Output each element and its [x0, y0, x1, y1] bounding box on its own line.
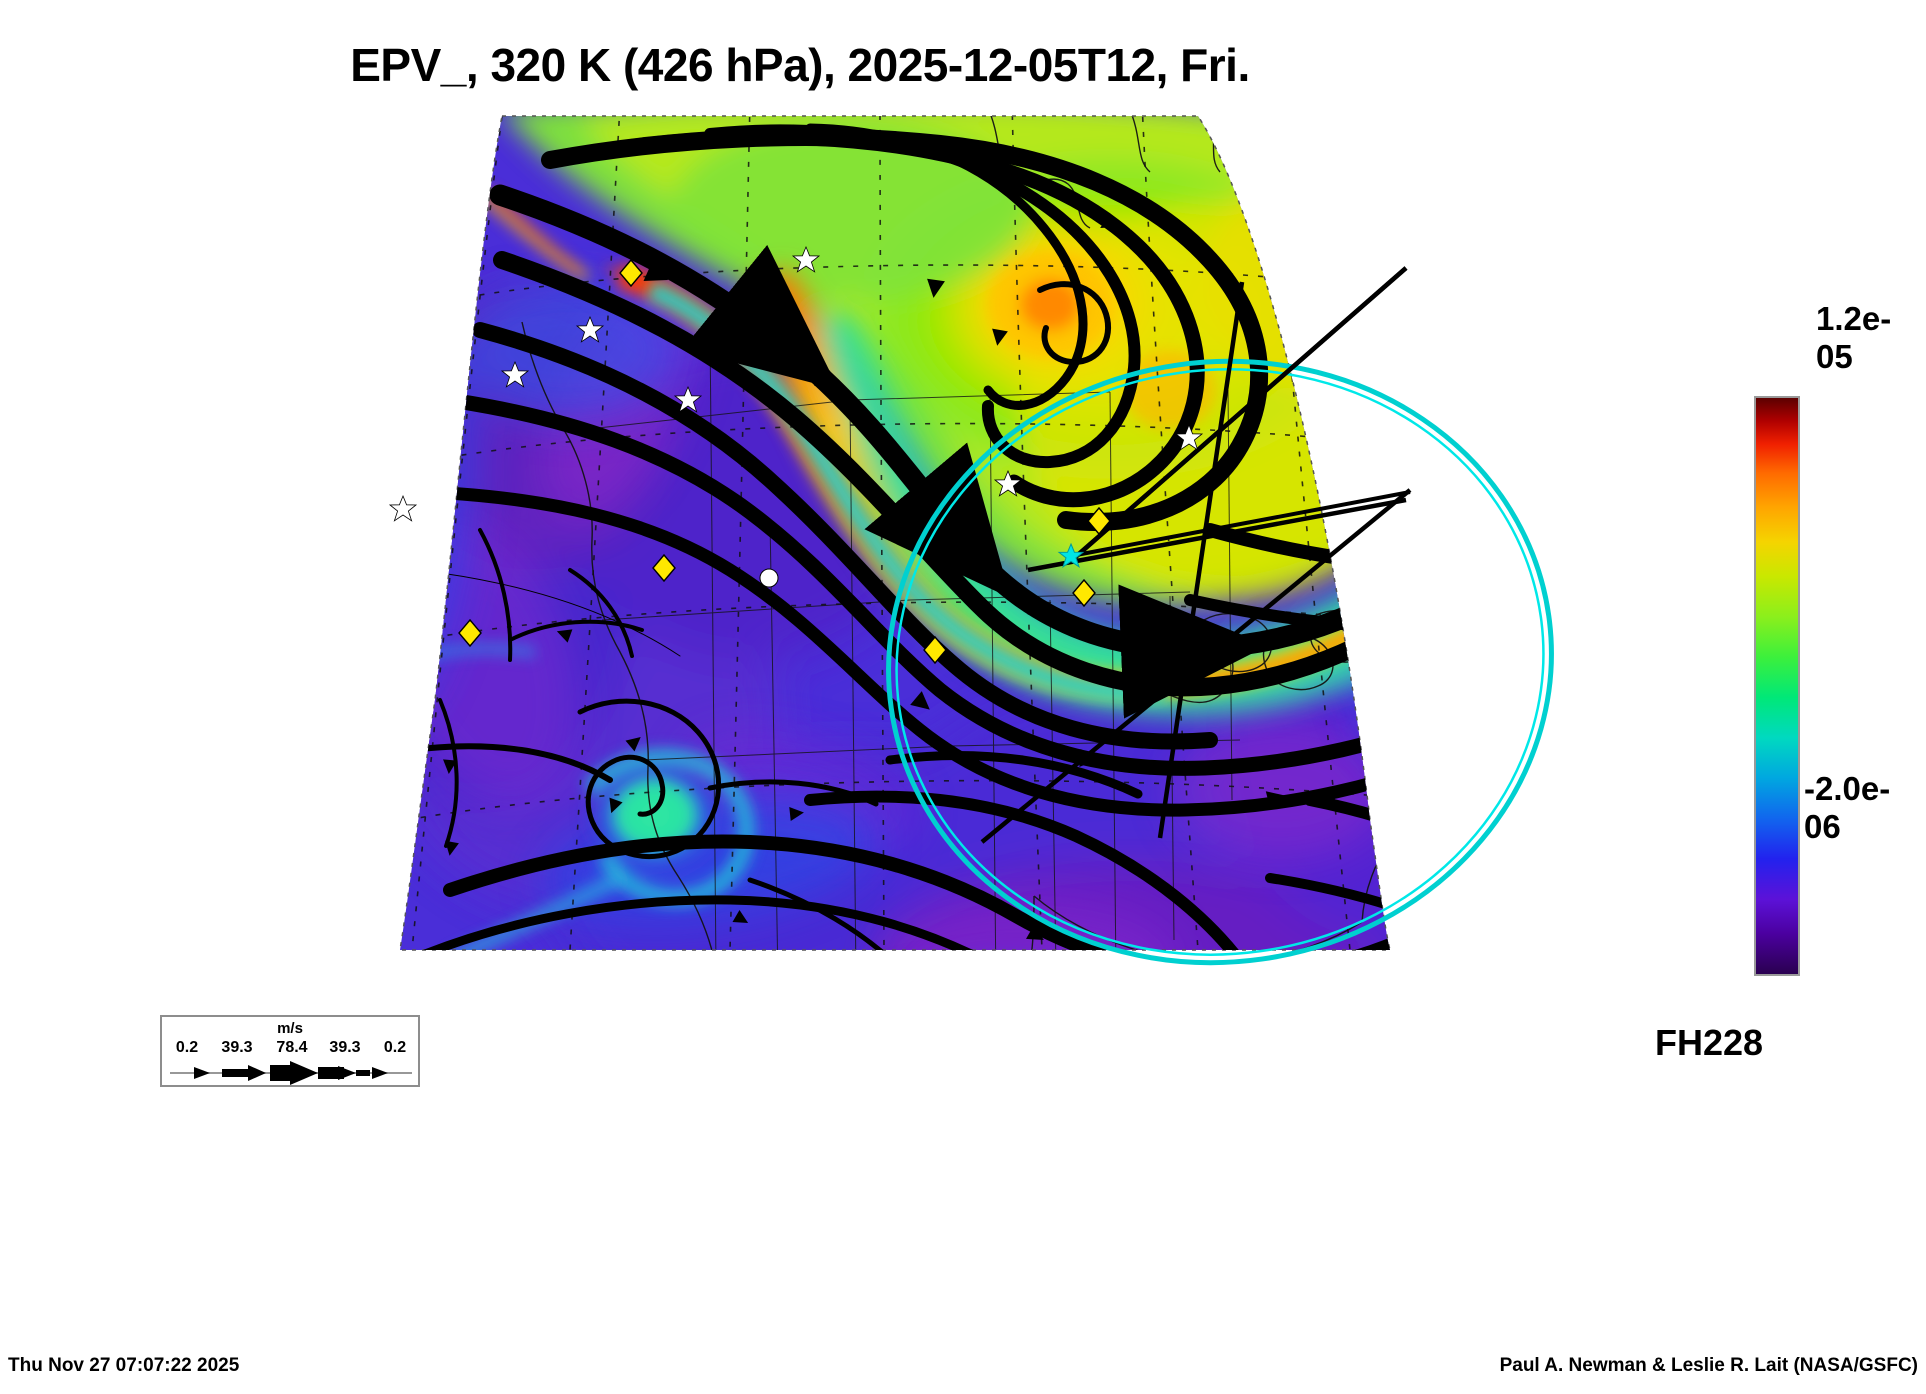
- track-lines: [980, 281, 1412, 844]
- colorbar-min-label: -2.0e-06: [1804, 770, 1891, 845]
- center-star-marker[interactable]: [1057, 542, 1085, 569]
- wind-legend-value-4: 0.2: [383, 1039, 407, 1056]
- wind-legend-arrow-scale: [170, 1061, 412, 1085]
- wind-legend-value-1: 39.3: [221, 1039, 253, 1056]
- epv-map[interactable]: [150, 100, 1650, 1050]
- wind-legend-unit: m/s: [277, 1020, 303, 1037]
- streamline-arrows: [443, 213, 1390, 940]
- wind-legend-value-2: 78.4: [276, 1039, 308, 1056]
- point-circle-marker[interactable]: [759, 568, 779, 588]
- wind-legend-value-0: 0.2: [175, 1039, 199, 1056]
- page-title: EPV_, 320 K (426 hPa), 2025-12-05T12, Fr…: [350, 39, 1250, 91]
- colorbar-max-label: 1.2e-05: [1816, 300, 1892, 375]
- map-domain-border: [399, 115, 1391, 951]
- epv-field: [400, 116, 1390, 950]
- map-panel[interactable]: [150, 100, 1650, 1050]
- author-credit: Paul A. Newman & Leslie R. Lait (NASA/GS…: [1499, 1355, 1918, 1376]
- wind-speed-legend: m/s 0.2 39.3 78.4 39.3 0.2: [160, 1015, 420, 1087]
- station-star-marker[interactable]: [388, 245, 1204, 522]
- forecast-hour-label: FH228: [1655, 1022, 1764, 1063]
- range-circle: [886, 358, 1554, 966]
- crossing-lines: [1070, 266, 1408, 562]
- colorbar[interactable]: [1754, 396, 1800, 976]
- waypoint-diamond-marker[interactable]: [458, 258, 1111, 665]
- marker-layer[interactable]: [388, 245, 1204, 665]
- bearing-line: [1070, 490, 1411, 558]
- wind-legend-value-3: 39.3: [329, 1039, 361, 1056]
- generated-timestamp: Thu Nov 27 07:07:22 2025: [8, 1355, 240, 1376]
